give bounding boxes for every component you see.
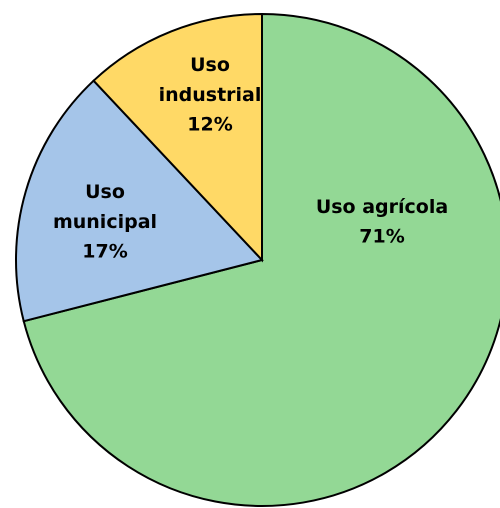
slice-label: Uso industrial: [159, 54, 262, 106]
value-label: 12%: [187, 114, 232, 136]
pie-slice: [15, 79, 264, 323]
value-label: 17%: [82, 241, 127, 263]
label-line: Uso: [85, 181, 125, 203]
label-line: municipal: [53, 211, 157, 233]
label-line: industrial: [159, 84, 262, 106]
label-line: Uso agrícola: [316, 196, 448, 218]
pie-slice: [22, 12, 500, 507]
pie-slice: [92, 12, 263, 263]
label-line: Uso: [190, 54, 230, 76]
slice-label: Uso agrícola: [316, 196, 448, 218]
value-label: 71%: [359, 226, 404, 248]
slice-label: Uso municipal: [53, 181, 157, 233]
